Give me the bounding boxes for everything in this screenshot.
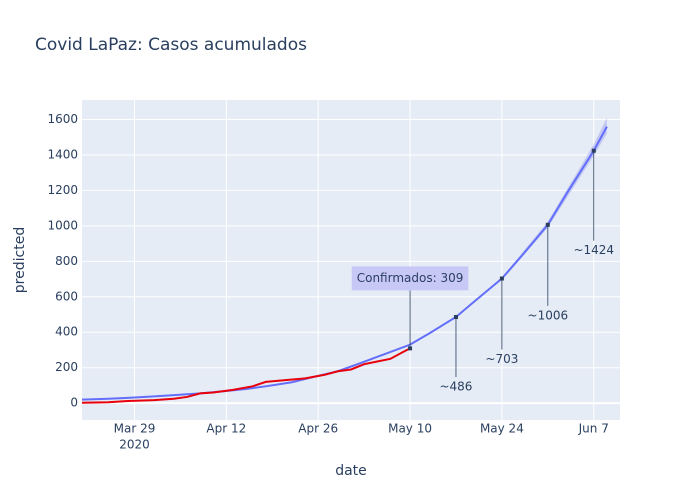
y-tick-label: 0 [70, 396, 78, 410]
y-tick-label: 1400 [47, 147, 78, 161]
annotation-box [351, 266, 469, 291]
series-line [81, 126, 608, 401]
series-line [81, 347, 411, 404]
y-tick-label: 1200 [47, 183, 78, 197]
x-tick-label: Apr 12 [206, 422, 246, 436]
x-tick-label: May 10 [388, 422, 432, 436]
y-tick-label: 200 [55, 360, 78, 374]
x-axis-title: date [335, 463, 367, 479]
chart-title: Covid LaPaz: Casos acumulados [35, 35, 307, 55]
plot-area [82, 100, 620, 420]
annotation-label: ~703 [485, 352, 518, 366]
y-tick-label: 1000 [47, 218, 78, 232]
y-tick-label: 400 [55, 325, 78, 339]
marks [81, 117, 608, 404]
grid [82, 100, 620, 420]
x-tick-label: Apr 26 [298, 422, 338, 436]
y-tick-label: 800 [55, 254, 78, 268]
x-tick-label: Jun 7 [578, 422, 609, 436]
annotation-label: Confirmados: 309 [357, 271, 464, 285]
x-tick-year: 2020 [119, 438, 150, 452]
y-tick-label: 600 [55, 289, 78, 303]
x-tick-label: May 24 [480, 422, 524, 436]
annotation-label: ~1006 [528, 308, 569, 322]
y-tick-label: 1600 [47, 112, 78, 126]
y-axis-title: predicted [12, 227, 28, 293]
annotation-label: ~1424 [573, 243, 614, 257]
x-tick-label: Mar 29 [114, 422, 156, 436]
annotation-label: ~486 [439, 379, 472, 393]
